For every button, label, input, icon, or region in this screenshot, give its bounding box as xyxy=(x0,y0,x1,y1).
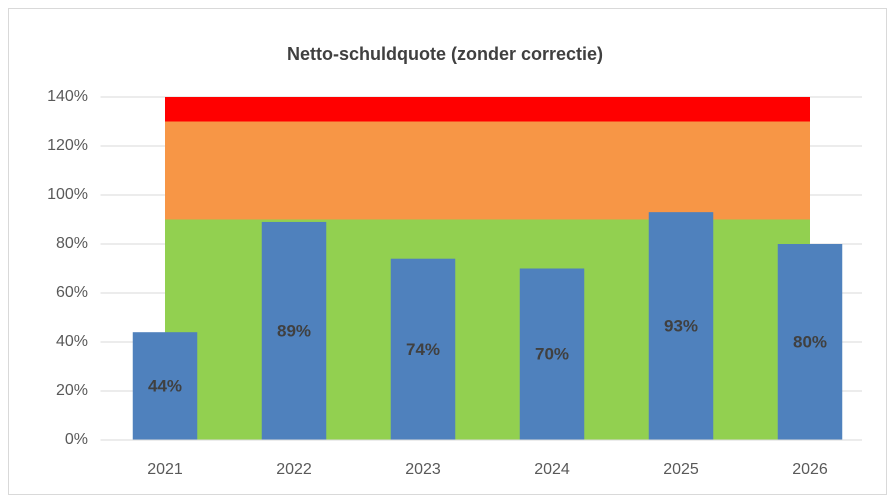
data-label: 74% xyxy=(406,340,440,359)
bar xyxy=(777,244,843,440)
y-tick-label: 20% xyxy=(56,382,88,399)
y-tick-label: 60% xyxy=(56,284,88,301)
x-tick-label: 2023 xyxy=(405,461,441,478)
x-tick-label: 2025 xyxy=(663,461,699,478)
area-band xyxy=(165,97,810,122)
bar xyxy=(132,332,198,440)
x-tick-label: 2021 xyxy=(147,461,183,478)
bar xyxy=(261,221,327,440)
area-band xyxy=(165,121,810,220)
y-tick-label: 120% xyxy=(47,137,88,154)
data-label: 44% xyxy=(148,377,182,396)
y-tick-label: 0% xyxy=(65,431,88,448)
y-tick-label: 140% xyxy=(47,88,88,105)
data-label: 70% xyxy=(535,345,569,364)
x-tick-label: 2026 xyxy=(792,461,828,478)
chart-title: Netto-schuldquote (zonder correctie) xyxy=(287,44,603,64)
y-tick-label: 100% xyxy=(47,186,88,203)
x-tick-label: 2024 xyxy=(534,461,570,478)
data-label: 89% xyxy=(277,321,311,340)
data-label: 80% xyxy=(793,332,827,351)
y-tick-label: 80% xyxy=(56,235,88,252)
bar xyxy=(648,212,714,440)
data-label: 93% xyxy=(664,317,698,336)
bars xyxy=(132,212,843,440)
bar xyxy=(519,268,585,440)
y-tick-label: 40% xyxy=(56,333,88,350)
bar xyxy=(390,258,456,440)
x-tick-label: 2022 xyxy=(276,461,312,478)
